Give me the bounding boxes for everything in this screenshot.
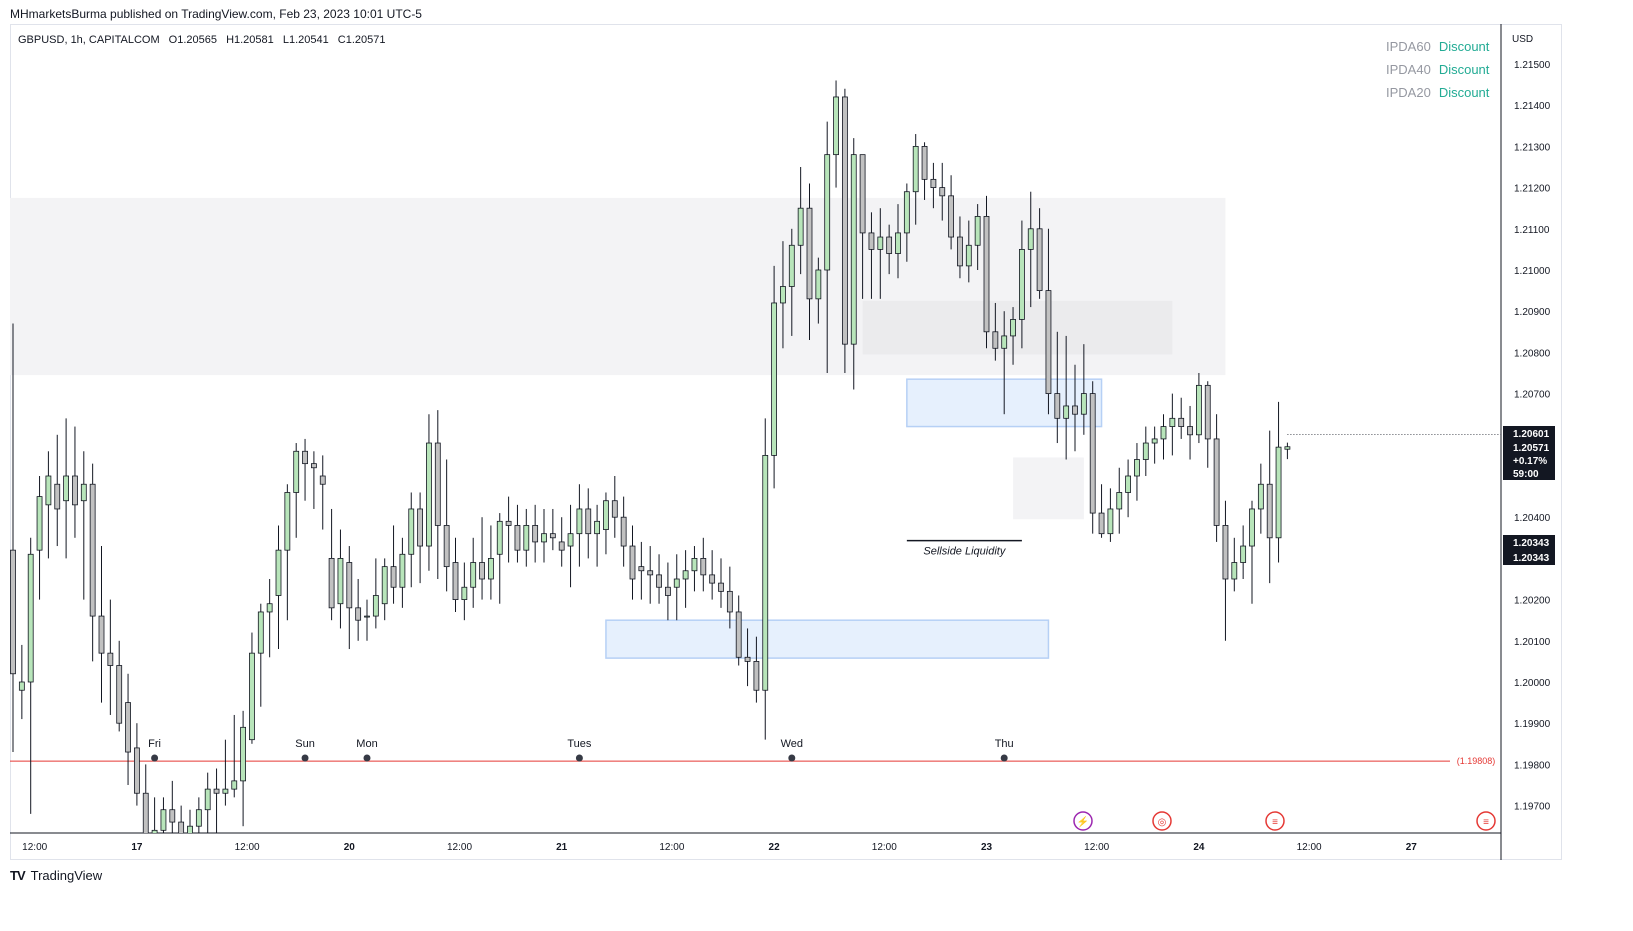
ipda-value: Discount xyxy=(1438,85,1490,100)
ipda-value: Discount xyxy=(1438,39,1490,54)
ipda-label: IPDA20 xyxy=(1386,85,1431,100)
ipda-value: Discount xyxy=(1438,62,1490,77)
tradingview-logo-icon: TV xyxy=(10,868,26,883)
publish-line: MHmarketsBurma published on TradingView.… xyxy=(10,7,422,21)
ohlc-high: H1.20581 xyxy=(226,34,274,46)
ipda-label: IPDA40 xyxy=(1386,62,1431,77)
ohlc-open: O1.20565 xyxy=(168,34,217,46)
footer-branding[interactable]: TV TradingView xyxy=(10,868,102,883)
footer-brand-name: TradingView xyxy=(30,868,103,883)
ipda20-indicator: IPDA20 Discount xyxy=(1386,85,1489,100)
symbol-name[interactable]: GBPUSD, 1h, CAPITALCOM xyxy=(18,34,160,46)
ohlc-low: L1.20541 xyxy=(282,34,329,46)
ipda40-indicator: IPDA40 Discount xyxy=(1386,62,1489,77)
ipda-label: IPDA60 xyxy=(1386,39,1431,54)
ohlc-close: C1.20571 xyxy=(337,34,386,46)
chart-frame xyxy=(10,24,1562,860)
symbol-info[interactable]: GBPUSD, 1h, CAPITALCOM O1.20565 H1.20581… xyxy=(18,34,392,46)
ipda60-indicator: IPDA60 Discount xyxy=(1386,39,1489,54)
